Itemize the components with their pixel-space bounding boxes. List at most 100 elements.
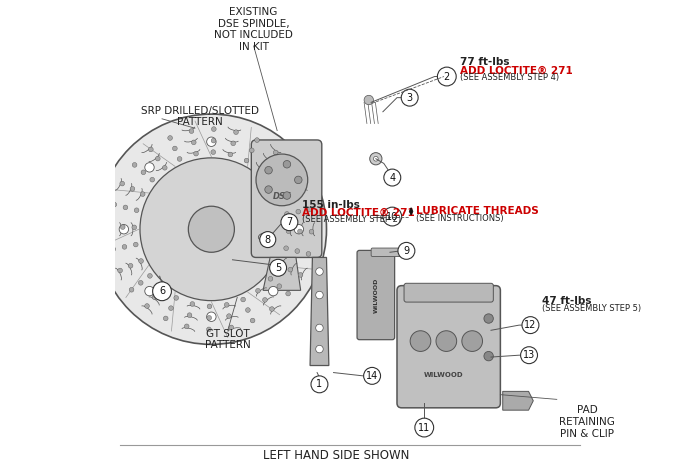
Circle shape xyxy=(307,207,312,212)
Circle shape xyxy=(176,225,185,234)
Circle shape xyxy=(132,225,136,230)
Circle shape xyxy=(277,284,281,288)
Text: 9: 9 xyxy=(403,246,410,256)
Circle shape xyxy=(160,286,164,291)
Circle shape xyxy=(189,129,194,133)
Text: DSF: DSF xyxy=(272,192,291,201)
Circle shape xyxy=(171,200,179,208)
Circle shape xyxy=(374,156,378,161)
Text: LEFT HAND SIDE SHOWN: LEFT HAND SIDE SHOWN xyxy=(262,449,409,462)
Circle shape xyxy=(211,127,216,132)
Circle shape xyxy=(191,140,196,145)
Circle shape xyxy=(207,315,211,320)
Text: PAD
RETAINING
PIN & CLIP: PAD RETAINING PIN & CLIP xyxy=(559,405,615,438)
Circle shape xyxy=(262,297,267,302)
Circle shape xyxy=(155,156,160,161)
Circle shape xyxy=(224,303,229,307)
Circle shape xyxy=(281,214,297,231)
Text: ADD LOCTITE® 271: ADD LOCTITE® 271 xyxy=(461,66,573,76)
Circle shape xyxy=(159,251,168,259)
FancyBboxPatch shape xyxy=(404,283,494,302)
Circle shape xyxy=(141,192,145,197)
Circle shape xyxy=(295,176,302,184)
Circle shape xyxy=(169,306,174,311)
Circle shape xyxy=(286,291,290,296)
Circle shape xyxy=(139,280,143,285)
Circle shape xyxy=(401,89,418,106)
Circle shape xyxy=(241,297,246,302)
Polygon shape xyxy=(310,257,329,366)
Text: 1: 1 xyxy=(316,380,323,390)
FancyBboxPatch shape xyxy=(357,250,395,340)
Circle shape xyxy=(370,152,382,165)
Circle shape xyxy=(280,173,284,178)
Circle shape xyxy=(285,211,289,216)
Circle shape xyxy=(279,195,284,200)
Text: 2: 2 xyxy=(444,72,450,82)
Text: 3: 3 xyxy=(407,93,413,103)
Circle shape xyxy=(194,152,198,156)
Circle shape xyxy=(187,313,192,317)
Text: WILWOOD: WILWOOD xyxy=(373,277,378,313)
Circle shape xyxy=(316,324,323,332)
Text: GT SLOT
PATTERN: GT SLOT PATTERN xyxy=(205,329,251,351)
Circle shape xyxy=(438,67,456,86)
Circle shape xyxy=(172,146,177,151)
Circle shape xyxy=(309,229,314,234)
Circle shape xyxy=(159,200,168,208)
Circle shape xyxy=(266,159,271,164)
Circle shape xyxy=(184,324,189,329)
Circle shape xyxy=(268,276,273,281)
Circle shape xyxy=(251,318,255,323)
Circle shape xyxy=(316,268,323,276)
Circle shape xyxy=(145,286,154,296)
FancyBboxPatch shape xyxy=(371,248,409,256)
Circle shape xyxy=(288,267,293,272)
Circle shape xyxy=(284,161,290,168)
Circle shape xyxy=(120,181,125,186)
Circle shape xyxy=(269,286,278,296)
Text: ADD LOCTITE® 271: ADD LOCTITE® 271 xyxy=(302,208,415,218)
Circle shape xyxy=(298,273,303,277)
Circle shape xyxy=(270,259,286,276)
Text: (SEE ASSEMBLY STEP 4): (SEE ASSEMBLY STEP 4) xyxy=(461,73,559,82)
Circle shape xyxy=(211,138,216,143)
Circle shape xyxy=(316,345,323,353)
Circle shape xyxy=(383,207,402,226)
Text: (SEE ASSEMBLY STEP 2): (SEE ASSEMBLY STEP 2) xyxy=(302,215,401,224)
Text: EXISTING
DSE SPINDLE,
NOT INCLUDED
IN KIT: EXISTING DSE SPINDLE, NOT INCLUDED IN KI… xyxy=(214,7,293,52)
Text: 14: 14 xyxy=(366,371,378,381)
Circle shape xyxy=(256,288,260,293)
Circle shape xyxy=(260,232,276,247)
Circle shape xyxy=(290,190,295,195)
Text: 11: 11 xyxy=(418,423,430,433)
Text: 12: 12 xyxy=(524,320,537,330)
Text: WILWOOD: WILWOOD xyxy=(424,372,464,378)
Circle shape xyxy=(141,170,146,175)
Circle shape xyxy=(484,314,494,323)
Circle shape xyxy=(112,202,117,207)
Circle shape xyxy=(206,327,211,332)
Circle shape xyxy=(122,245,127,249)
FancyBboxPatch shape xyxy=(251,140,322,257)
Circle shape xyxy=(289,166,293,171)
Circle shape xyxy=(207,304,212,309)
Circle shape xyxy=(265,166,272,174)
Circle shape xyxy=(415,418,433,437)
Text: SRP DRILLED/SLOTTED
PATTERN: SRP DRILLED/SLOTTED PATTERN xyxy=(141,105,259,127)
Circle shape xyxy=(163,316,168,321)
Text: (SEE INSTRUCTIONS): (SEE INSTRUCTIONS) xyxy=(416,214,503,223)
Text: LUBRICATE THREADS: LUBRICATE THREADS xyxy=(416,206,538,217)
Circle shape xyxy=(174,295,178,300)
Circle shape xyxy=(206,312,216,322)
Circle shape xyxy=(286,229,290,234)
Circle shape xyxy=(256,154,308,206)
Circle shape xyxy=(211,150,216,154)
Circle shape xyxy=(123,205,128,210)
Circle shape xyxy=(294,225,304,234)
Circle shape xyxy=(229,325,234,330)
Circle shape xyxy=(316,291,323,299)
Circle shape xyxy=(231,141,235,146)
Circle shape xyxy=(140,158,283,301)
Circle shape xyxy=(311,376,328,393)
